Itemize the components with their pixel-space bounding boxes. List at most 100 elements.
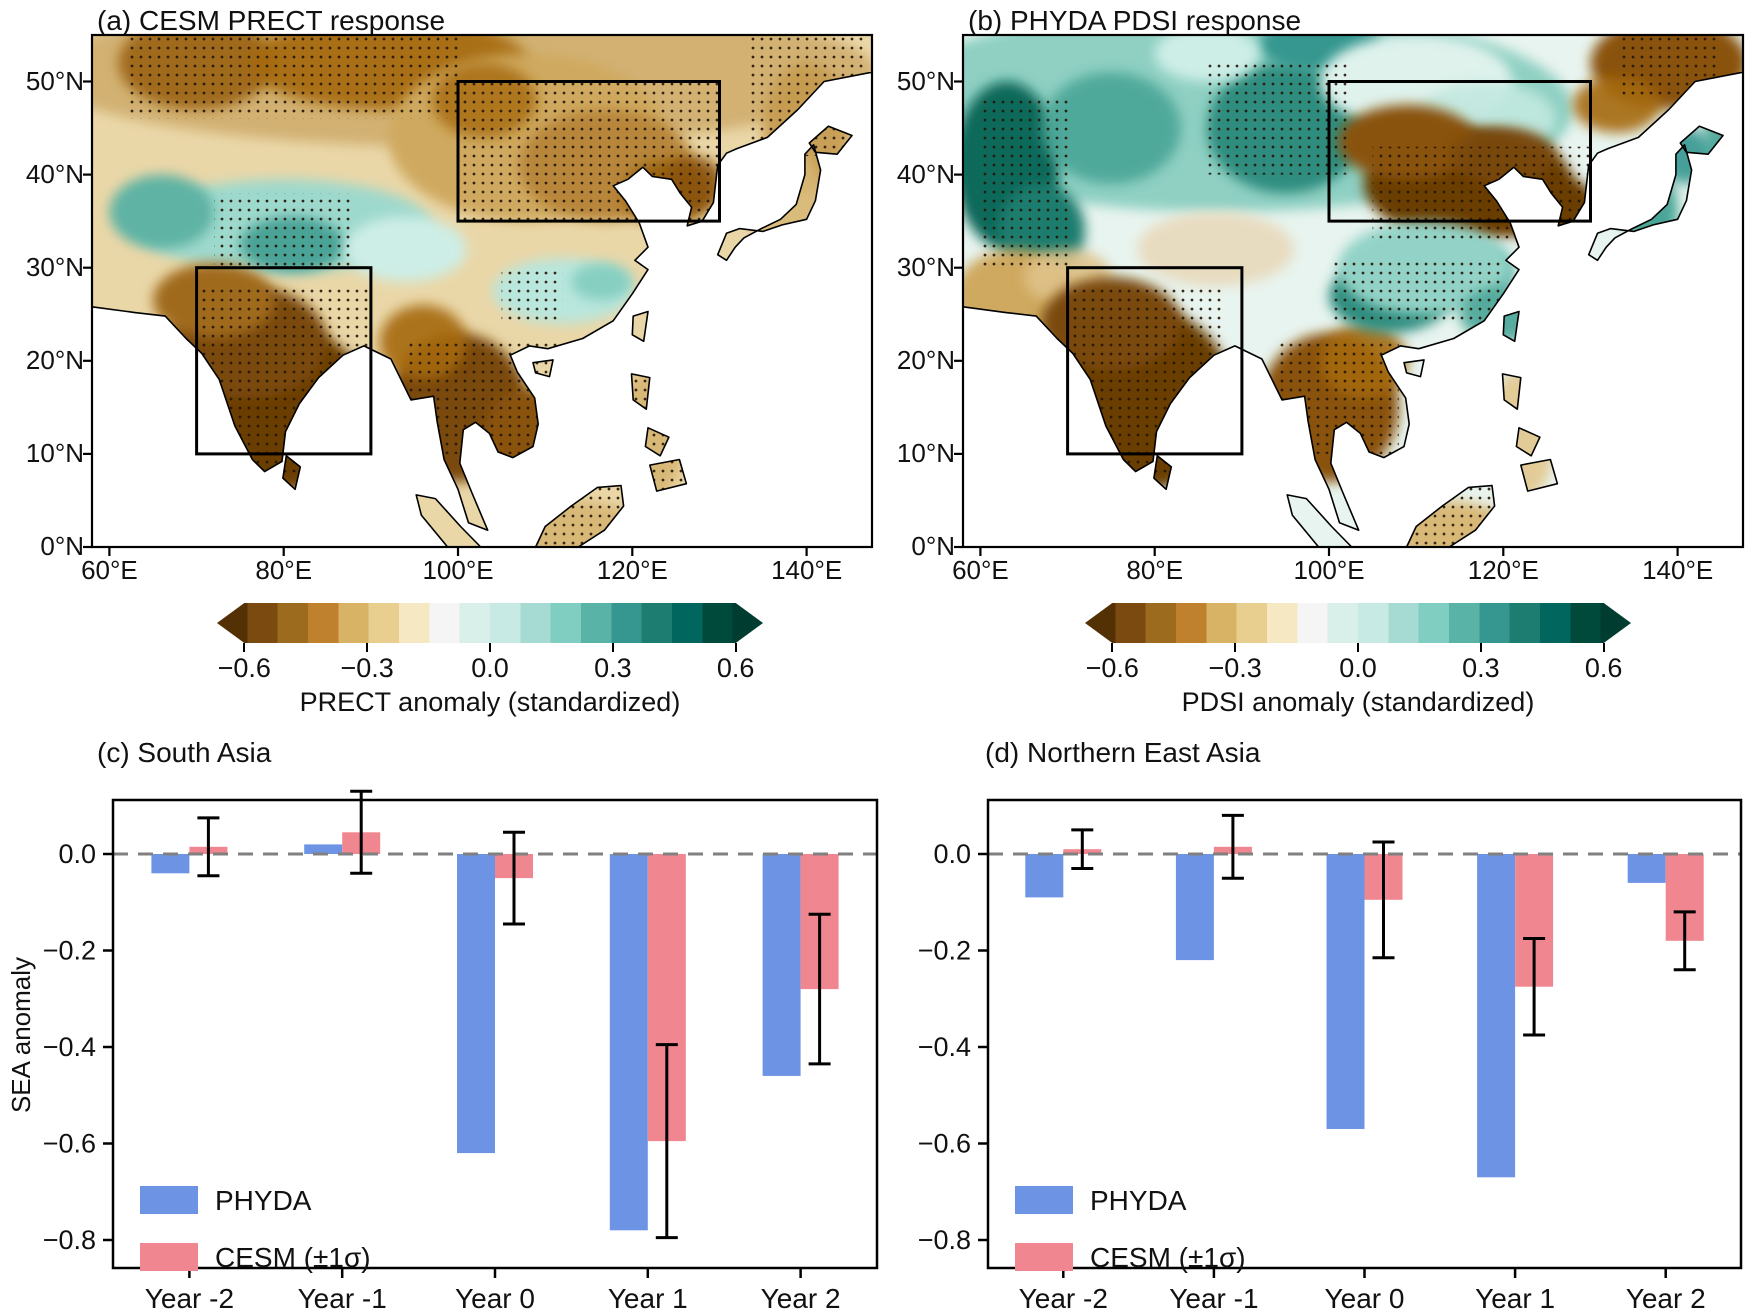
colorbar-tick-label: 0.3 — [594, 653, 632, 683]
panel-d-title: (d) Northern East Asia — [985, 737, 1261, 768]
colorbar-tick — [1111, 643, 1114, 652]
map-lon-tick-label: 80°E — [1126, 555, 1184, 585]
panel-c-title: (c) South Asia — [97, 737, 272, 768]
phyda-bar-year1 — [609, 854, 648, 1231]
colorbar-tick — [1357, 643, 1359, 652]
y-tick-label: −0.2 — [918, 936, 971, 966]
map-lon-tick-label: 60°E — [952, 555, 1009, 585]
phyda-bar-year0 — [1326, 854, 1365, 1129]
colorbar-tick-label: 0.0 — [471, 653, 509, 683]
panel-a-title: (a) CESM PRECT response — [97, 5, 446, 36]
y-tick-label: −0.8 — [918, 1225, 971, 1255]
map-lat-tick-label: 10°N — [25, 437, 84, 468]
map-lat-tick-label: 20°N — [896, 344, 955, 375]
map-lat-tick-label: 0°N — [40, 531, 84, 561]
y-axis-label: SEA anomaly — [6, 956, 36, 1114]
colorbar-tick — [611, 643, 614, 652]
map-lat-tick-label: 50°N — [896, 65, 955, 96]
map-lon-tick-label: 100°E — [422, 555, 494, 585]
map-lat-tick-label: 50°N — [25, 65, 84, 96]
y-tick-label: −0.2 — [43, 936, 96, 966]
legend-label-phyda: PHYDA — [215, 1185, 312, 1216]
x-tick-label: Year 2 — [1626, 1283, 1706, 1313]
colorbar-prect-label: PRECT anomaly (standardized) — [299, 687, 681, 717]
colorbar-tick-label: −0.6 — [1085, 653, 1139, 683]
y-tick-label: −0.6 — [918, 1129, 971, 1159]
bar-chart-south-asia: 0.0 −0.2 −0.4 −0.6 −0.8 Year -2 Year -1 Year 0 Y… — [43, 789, 879, 1313]
map-cesm-prect — [83, 33, 874, 556]
map-lat-tick-label: 10°N — [896, 437, 955, 468]
map-lon-tick-label: 120°E — [596, 555, 668, 585]
phyda-bar-year-2 — [1025, 854, 1064, 898]
bar-chart-northern-east-asia: 0.0 −0.2 −0.4 −0.6 −0.8 Year -2 Year -1 Year 0 Y… — [918, 798, 1743, 1313]
south-asia-box — [1066, 266, 1244, 456]
map-lon-tick-label: 140°E — [1642, 555, 1714, 585]
south-asia-box — [195, 266, 373, 456]
legend-label-cesm: CESM (±1σ) — [215, 1242, 371, 1273]
colorbar-pdsi: PDSI anomaly (standardized) −0.6 −0.3 0.0 0… — [1085, 603, 1631, 718]
colorbar-tick — [1234, 643, 1237, 652]
phyda-bar-year-1 — [304, 844, 343, 854]
y-tick-label: −0.6 — [43, 1129, 96, 1159]
x-tick-label: Year -2 — [1019, 1283, 1108, 1313]
map-phyda-pdsi — [954, 33, 1745, 556]
panel-b-title: (b) PHYDA PDSI response — [968, 5, 1302, 36]
map-lon-tick-label: 140°E — [771, 555, 843, 585]
map-lat-tick-label: 40°N — [896, 158, 955, 189]
legend-swatch-cesm — [140, 1243, 198, 1271]
colorbar-pdsi-label: PDSI anomaly (standardized) — [1181, 687, 1535, 717]
map-lat-tick-label: 30°N — [25, 251, 84, 282]
y-tick-label: 0.0 — [933, 839, 971, 869]
x-tick-label: Year -1 — [1169, 1283, 1258, 1313]
map-lon-tick-label: 120°E — [1467, 555, 1539, 585]
colorbar-tick-label: 0.6 — [716, 653, 755, 683]
phyda-bar-year2 — [1627, 854, 1666, 883]
colorbar-tick — [1602, 643, 1605, 652]
colorbar-gradient — [1085, 603, 1631, 643]
northern-east-asia-box — [1327, 80, 1592, 223]
map-lon-tick-label: 80°E — [255, 555, 313, 585]
map-lat-tick-label: 40°N — [25, 158, 84, 189]
y-tick-label: −0.4 — [43, 1032, 96, 1062]
x-tick-label: Year -1 — [298, 1283, 387, 1313]
map-lat-tick-label: 30°N — [896, 251, 955, 282]
phyda-bar-year-2 — [151, 854, 190, 874]
y-tick-label: −0.8 — [43, 1225, 96, 1255]
phyda-bar-year-1 — [1175, 854, 1214, 961]
colorbar-tick — [489, 643, 491, 652]
legend-swatch-cesm — [1015, 1243, 1073, 1271]
colorbar-tick-label: 0.6 — [1584, 653, 1623, 683]
phyda-bar-year2 — [762, 854, 801, 1076]
phyda-bar-year0 — [457, 854, 495, 1154]
legend-swatch-phyda — [1015, 1186, 1073, 1214]
y-tick-label: −0.4 — [918, 1032, 971, 1062]
colorbar-gradient — [217, 603, 763, 643]
legend-swatch-phyda — [140, 1186, 198, 1214]
colorbar-tick — [243, 643, 246, 652]
map-lat-tick-label: 20°N — [25, 344, 84, 375]
map-lon-tick-label: 60°E — [81, 555, 138, 585]
colorbar-tick-label: 0.3 — [1462, 653, 1500, 683]
northern-east-asia-box — [456, 80, 721, 223]
colorbar-tick — [1479, 643, 1482, 652]
x-tick-label: Year 0 — [1325, 1283, 1405, 1313]
colorbar-tick — [366, 643, 369, 652]
legend-label-phyda: PHYDA — [1090, 1185, 1187, 1216]
x-tick-label: Year -2 — [145, 1283, 234, 1313]
colorbar-tick — [734, 643, 737, 652]
y-tick-label: 0.0 — [58, 839, 96, 869]
x-tick-label: Year 0 — [455, 1283, 535, 1313]
legend-label-cesm: CESM (±1σ) — [1090, 1242, 1246, 1273]
map-lon-tick-label: 100°E — [1293, 555, 1365, 585]
x-tick-label: Year 1 — [608, 1283, 688, 1313]
x-tick-label: Year 1 — [1475, 1283, 1555, 1313]
colorbar-tick-label: 0.0 — [1339, 653, 1377, 683]
x-tick-label: Year 2 — [761, 1283, 841, 1313]
colorbar-tick-label: −0.6 — [217, 653, 271, 683]
map-lat-tick-label: 0°N — [911, 531, 955, 561]
phyda-bar-year1 — [1477, 854, 1516, 1178]
colorbar-tick-label: −0.3 — [1208, 653, 1262, 683]
colorbar-tick-label: −0.3 — [340, 653, 394, 683]
colorbar-prect: PRECT anomaly (standardized) −0.6 −0.3 0.0… — [217, 603, 763, 718]
